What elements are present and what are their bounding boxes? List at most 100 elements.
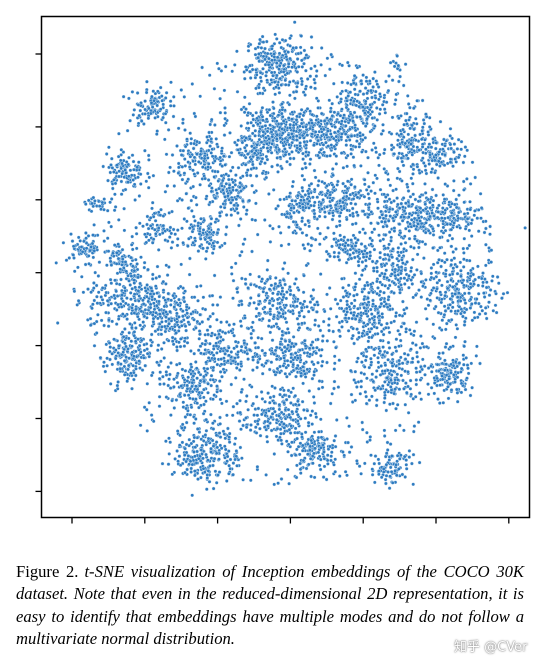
scatter-point <box>101 364 106 369</box>
scatter-point <box>367 398 372 403</box>
scatter-point <box>297 147 302 152</box>
scatter-point <box>227 323 232 327</box>
scatter-point <box>217 186 221 191</box>
scatter-point <box>415 145 420 150</box>
scatter-point <box>186 454 191 458</box>
scatter-point <box>307 448 312 453</box>
scatter-point <box>168 99 173 104</box>
scatter-point <box>384 205 389 210</box>
scatter-point <box>279 45 284 50</box>
scatter-point <box>276 86 281 90</box>
scatter-point <box>401 378 405 383</box>
scatter-point <box>116 343 121 348</box>
scatter-point <box>452 142 457 146</box>
scatter-point <box>393 345 398 350</box>
scatter-point <box>221 202 226 206</box>
scatter-point <box>190 229 195 234</box>
scatter-point <box>164 439 168 444</box>
scatter-point <box>190 380 195 385</box>
scatter-point <box>321 319 326 324</box>
scatter-point <box>308 413 313 418</box>
scatter-point <box>211 397 215 402</box>
scatter-point <box>61 240 66 245</box>
scatter-point <box>418 194 422 199</box>
scatter-point <box>392 281 396 285</box>
scatter-point <box>303 343 308 348</box>
scatter-point <box>274 434 279 439</box>
scatter-point <box>136 160 141 165</box>
scatter-point <box>96 312 100 317</box>
scatter-point <box>170 398 174 403</box>
scatter-point <box>351 211 355 216</box>
scatter-point <box>179 384 184 388</box>
scatter-point <box>375 291 379 296</box>
scatter-point <box>276 413 281 418</box>
scatter-point <box>288 191 293 196</box>
scatter-point <box>282 400 286 405</box>
scatter-point <box>98 355 103 360</box>
scatter-point <box>378 297 383 302</box>
scatter-point <box>388 183 393 188</box>
scatter-point <box>451 250 456 254</box>
scatter-point <box>377 469 381 473</box>
scatter-point <box>407 285 411 290</box>
scatter-point <box>244 425 249 430</box>
scatter-point <box>413 197 418 202</box>
scatter-point <box>110 166 115 170</box>
scatter-point <box>245 208 249 213</box>
scatter-point <box>295 316 300 321</box>
scatter-point <box>91 302 95 307</box>
scatter-point <box>151 319 156 324</box>
scatter-point <box>151 316 156 321</box>
scatter-point <box>203 176 207 181</box>
scatter-point <box>421 284 425 289</box>
scatter-point <box>157 312 162 316</box>
scatter-point <box>455 391 460 395</box>
scatter-point <box>288 292 293 297</box>
scatter-point <box>421 150 425 155</box>
scatter-point <box>349 177 354 182</box>
scatter-point <box>422 364 427 368</box>
scatter-point <box>380 353 385 357</box>
scatter-point <box>206 332 210 337</box>
scatter-point <box>103 369 108 374</box>
scatter-point <box>369 326 374 331</box>
scatter-point <box>139 338 144 343</box>
scatter-point <box>248 296 253 300</box>
scatter-point <box>315 310 319 314</box>
scatter-point <box>224 479 229 483</box>
scatter-point <box>370 372 375 377</box>
scatter-point <box>368 307 373 312</box>
scatter-point <box>179 323 184 328</box>
scatter-point <box>198 182 202 187</box>
scatter-point <box>89 290 93 295</box>
scatter-point <box>265 268 270 272</box>
scatter-point <box>251 117 256 122</box>
scatter-point <box>155 348 160 353</box>
scatter-point <box>185 386 190 391</box>
scatter-point <box>337 219 342 224</box>
scatter-point <box>264 361 268 365</box>
scatter-point <box>386 470 390 474</box>
scatter-point <box>284 365 289 370</box>
scatter-point <box>209 383 214 388</box>
scatter-point <box>180 422 185 427</box>
scatter-point <box>274 137 279 141</box>
scatter-point <box>258 37 262 42</box>
scatter-point <box>195 387 200 392</box>
scatter-point <box>441 147 445 152</box>
scatter-point <box>381 257 386 262</box>
scatter-point <box>396 166 400 171</box>
scatter-point <box>299 34 304 38</box>
scatter-point <box>234 206 239 211</box>
scatter-point <box>134 366 138 371</box>
scatter-point <box>287 80 292 84</box>
scatter-point <box>123 341 127 346</box>
scatter-point <box>188 367 193 372</box>
scatter-point <box>215 142 219 147</box>
scatter-point <box>364 149 368 154</box>
scatter-point <box>404 153 409 158</box>
scatter-point <box>275 306 279 311</box>
scatter-point <box>426 382 430 386</box>
scatter-point <box>222 444 227 449</box>
